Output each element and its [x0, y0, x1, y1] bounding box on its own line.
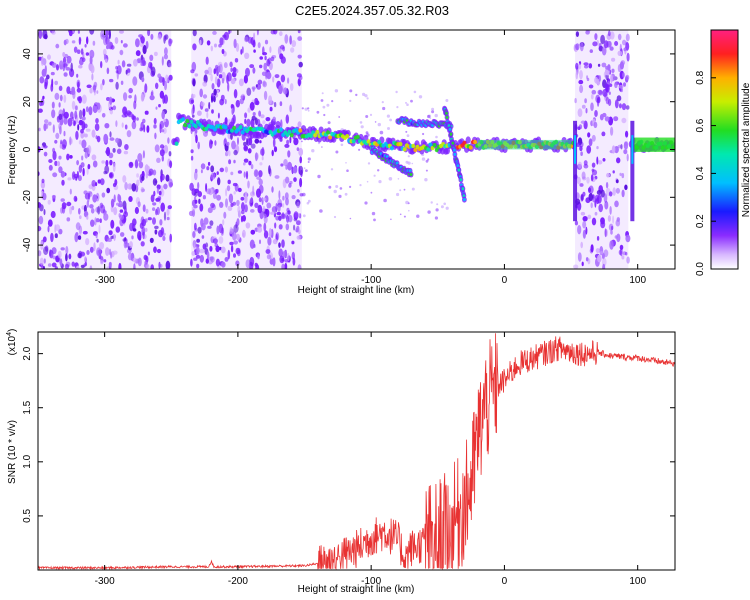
noise-region: [188, 30, 304, 269]
edge-feature-right-edge: [630, 120, 635, 222]
snr-ytick-label: 1.5: [22, 400, 33, 414]
colorbar-tick-label: 0.6: [695, 118, 706, 132]
snr-frame: [37, 331, 676, 571]
spectrogram-image: [38, 30, 675, 269]
snr-y-ticks: 0.5 1.0 1.5 2.0: [22, 346, 675, 523]
noise-region: [573, 30, 631, 269]
spectrogram-ytick-label: -20: [22, 190, 33, 205]
snr-xtick-label: 0: [502, 576, 508, 587]
snr-scale-prefix: (x10: [7, 335, 18, 355]
colorbar-tick-label: 0.8: [695, 70, 706, 84]
secondary-track: [368, 145, 414, 178]
colorbar-tick-label: 0.0: [695, 262, 706, 276]
svg-text:(x104): (x104): [6, 329, 18, 356]
colorbar-gradient: [711, 30, 738, 269]
spectrogram-xtick-label: 100: [629, 275, 646, 286]
spectrogram-xtick-label: -300: [95, 275, 115, 286]
snr-ytick-label: 2.0: [22, 346, 33, 360]
figure-title: C2E5.2024.357.05.32.R03: [295, 3, 449, 18]
spectrogram-ytick-label: 0: [22, 146, 33, 152]
colorbar-tick-label: 0.2: [695, 214, 706, 228]
noise-region: [38, 30, 173, 269]
spectrogram-x-ticks: -300 -200 -100 0 100: [95, 30, 646, 286]
snr-scale-note: (x104): [6, 329, 18, 356]
snr-xtick-label: -100: [361, 576, 381, 587]
spectrogram-ytick-label: -40: [22, 237, 33, 252]
spectrogram-xtick-label: -100: [361, 275, 381, 286]
colorbar-ticks: 0.0 0.2 0.4 0.6 0.8: [695, 70, 716, 276]
snr-ylabel: SNR (10 * v/v): [7, 420, 18, 484]
snr-xlabel: Height of straight line (km): [298, 584, 415, 595]
colorbar-frame: [710, 29, 739, 270]
snr-series-line: [38, 333, 675, 570]
snr-scale-exponent: 4: [6, 332, 13, 336]
spectrogram-y-ticks: -40 -20 0 20 40: [22, 48, 675, 252]
snr-xtick-label: -300: [95, 576, 115, 587]
colorbar: 0.0 0.2 0.4 0.6 0.8 Normalized spectral ampl…: [695, 29, 750, 276]
colorbar-tick-label: 0.4: [695, 166, 706, 180]
snr-ytick-label: 0.5: [22, 509, 33, 523]
spectrogram-xtick-label: 0: [502, 275, 508, 286]
snr-ytick-label: 1.0: [22, 454, 33, 468]
secondary-track: [395, 115, 454, 130]
snr-panel: -300 -200 -100 0 100 0.5 1.0 1.5 2.0 Height of …: [6, 329, 676, 595]
spectrogram-xtick-label: -200: [228, 275, 248, 286]
snr-x-ticks: -300 -200 -100 0 100: [95, 332, 646, 587]
spectrogram-ytick-label: 20: [22, 96, 33, 108]
snr-scale-suffix: ): [7, 329, 18, 332]
secondary-track: [442, 105, 467, 203]
spectrogram-ytick-label: 40: [22, 48, 33, 60]
snr-xtick-label: 100: [629, 576, 646, 587]
spectrogram-ylabel: Frequency (Hz): [7, 116, 18, 185]
snr-xtick-label: -200: [228, 576, 248, 587]
spectrogram-xlabel: Height of straight line (km): [298, 285, 415, 296]
edge-feature-left-edge: [573, 120, 578, 222]
colorbar-label: Normalized spectral amplitude: [741, 82, 750, 217]
